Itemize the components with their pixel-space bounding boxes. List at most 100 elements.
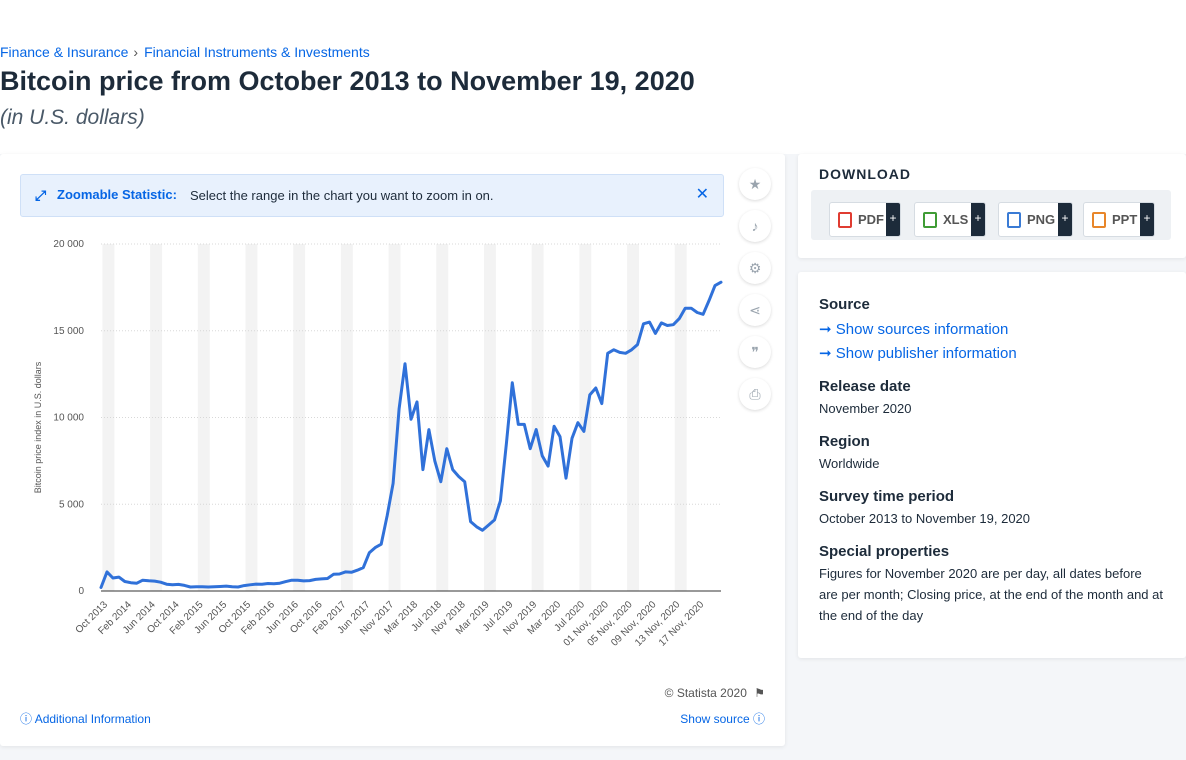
print-icon[interactable]: ⎙ xyxy=(739,378,771,410)
data-point xyxy=(696,311,699,314)
data-point xyxy=(630,348,633,351)
copyright: © Statista 2020 ⚑ xyxy=(665,686,765,700)
download-tray: PDF + XLS + PNG + PPT + xyxy=(811,190,1171,240)
data-point xyxy=(624,352,627,355)
data-point xyxy=(475,525,478,528)
plot-band xyxy=(150,244,163,591)
show-sources-link[interactable]: ➞ Show sources information xyxy=(819,320,1008,338)
data-point xyxy=(553,425,556,428)
data-point xyxy=(714,284,717,287)
data-point xyxy=(320,577,323,580)
show-publisher-link[interactable]: ➞ Show publisher information xyxy=(819,344,1017,362)
data-point xyxy=(147,579,150,582)
data-point xyxy=(308,579,311,582)
download-ppt-button[interactable]: PPT + xyxy=(1083,202,1155,237)
data-point xyxy=(266,582,269,585)
expand-arrows-icon: ⤢ xyxy=(35,187,47,203)
plot-band xyxy=(340,244,353,591)
data-point xyxy=(290,579,293,582)
arrow-right-icon: ➞ xyxy=(819,321,832,338)
plot-band xyxy=(483,244,496,591)
data-point xyxy=(487,524,490,527)
flag-icon[interactable]: ⚑ xyxy=(754,686,765,700)
breadcrumb: Finance & Insurance › Financial Instrument… xyxy=(0,44,370,60)
data-point xyxy=(219,585,222,588)
data-point xyxy=(654,332,657,335)
plot-band xyxy=(388,244,401,591)
data-point xyxy=(642,322,645,325)
breadcrumb-item-finance[interactable]: Finance & Insurance xyxy=(0,44,129,60)
gear-icon[interactable]: ⚙ xyxy=(739,252,771,284)
data-point xyxy=(380,543,383,546)
data-point xyxy=(547,465,550,468)
data-point xyxy=(159,581,162,584)
share-icon[interactable]: ⋖ xyxy=(739,294,771,326)
download-png-button[interactable]: PNG + xyxy=(998,202,1073,237)
chart-card: ⤢ Zoomable Statistic: Select the range i… xyxy=(0,154,785,746)
show-source-link[interactable]: Show source ⓘ xyxy=(680,710,765,727)
region-value: Worldwide xyxy=(819,456,880,471)
data-point xyxy=(666,324,669,327)
data-point xyxy=(451,468,454,471)
data-point xyxy=(177,583,180,586)
zoom-banner-title: Zoomable Statistic: xyxy=(57,187,177,202)
info-card: Source ➞ Show sources information ➞ Show… xyxy=(798,272,1186,658)
data-point xyxy=(505,442,508,445)
png-file-icon xyxy=(1007,212,1021,228)
breadcrumb-item-instruments[interactable]: Financial Instruments & Investments xyxy=(144,44,370,60)
close-icon[interactable]: ✕ xyxy=(695,186,709,203)
data-point xyxy=(368,551,371,554)
star-icon[interactable]: ★ xyxy=(739,168,771,200)
data-point xyxy=(165,583,168,586)
data-point xyxy=(302,579,305,582)
data-point xyxy=(559,435,562,438)
quote-icon[interactable]: ❞ xyxy=(739,336,771,368)
data-point xyxy=(535,428,538,431)
data-point xyxy=(231,585,234,588)
y-tick-label: 0 xyxy=(78,586,84,597)
y-tick-label: 15 000 xyxy=(53,326,84,337)
top-bar xyxy=(0,0,1186,40)
data-point xyxy=(344,570,347,573)
special-properties-value: Figures for November 2020 are per day, a… xyxy=(819,566,1163,623)
data-point xyxy=(195,585,198,588)
data-point xyxy=(243,584,246,587)
survey-period-label: Survey time period xyxy=(819,488,955,505)
data-point xyxy=(588,393,591,396)
data-point xyxy=(457,475,460,478)
data-point xyxy=(201,585,204,588)
data-point xyxy=(213,585,216,588)
special-properties-label: Special properties xyxy=(819,543,950,560)
additional-info-link[interactable]: ⓘ Additional Information xyxy=(20,710,151,727)
copyright-text: © Statista 2020 xyxy=(664,686,747,700)
data-point xyxy=(100,586,103,589)
data-point xyxy=(296,579,299,582)
data-point xyxy=(523,423,526,426)
download-xls-label: XLS xyxy=(943,212,969,227)
data-point xyxy=(541,454,544,457)
download-xls-button[interactable]: XLS + xyxy=(914,202,986,237)
data-point xyxy=(445,447,448,450)
data-point xyxy=(582,430,585,433)
data-point xyxy=(374,546,377,549)
data-point xyxy=(141,579,144,582)
data-point xyxy=(427,428,430,431)
data-point xyxy=(392,482,395,485)
header-area xyxy=(0,40,1186,154)
plus-icon: + xyxy=(1058,203,1072,236)
bell-icon[interactable]: ♪ xyxy=(739,210,771,242)
y-tick-label: 10 000 xyxy=(53,413,84,424)
data-point xyxy=(493,518,496,521)
data-point xyxy=(708,299,711,302)
y-axis-label: Bitcoin price index in U.S. dollars xyxy=(33,361,43,493)
data-point xyxy=(612,348,615,351)
data-point xyxy=(463,480,466,483)
data-point xyxy=(105,570,108,573)
data-point xyxy=(398,407,401,410)
download-pdf-button[interactable]: PDF + xyxy=(829,202,901,237)
show-publisher-label: Show publisher information xyxy=(835,345,1017,362)
chart-svg[interactable]: 0 5 000 10 000 15 000 20 000 Bitcoin price in… xyxy=(0,154,740,664)
region-label: Region xyxy=(819,433,870,450)
plot-band xyxy=(531,244,544,591)
show-sources-label: Show sources information xyxy=(835,321,1009,338)
